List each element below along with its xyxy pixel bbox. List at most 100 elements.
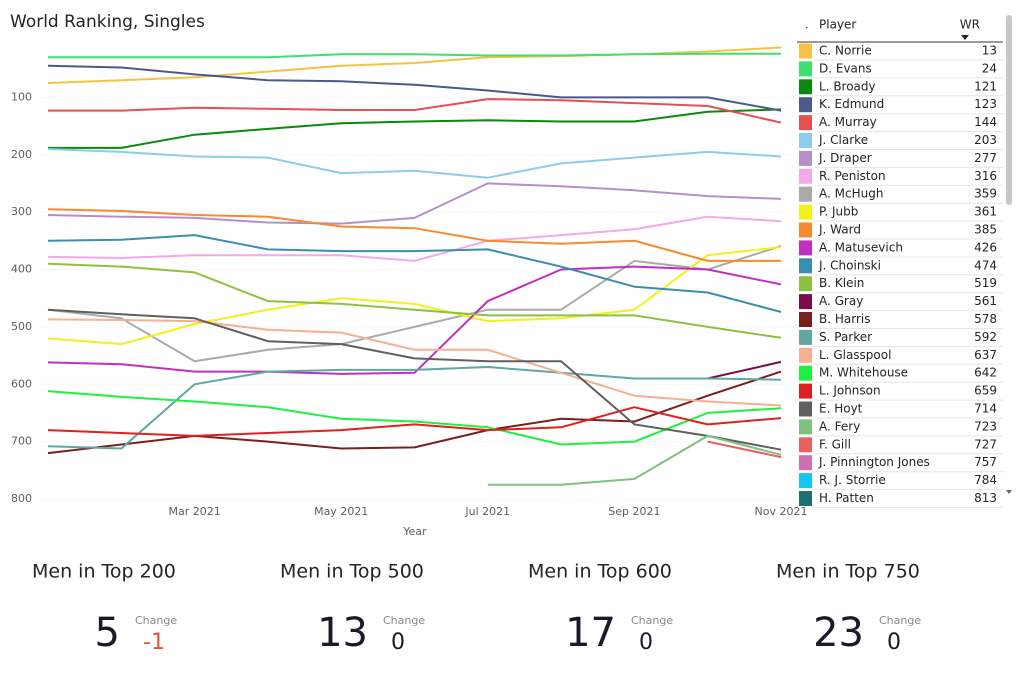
color-swatch bbox=[799, 276, 812, 292]
player-name: A. McHugh bbox=[819, 187, 883, 201]
color-swatch bbox=[799, 204, 812, 220]
color-swatch bbox=[799, 222, 812, 238]
world-rank: 123 bbox=[974, 97, 997, 111]
world-rank: 24 bbox=[982, 61, 997, 75]
color-swatch bbox=[799, 312, 812, 327]
color-swatch bbox=[799, 455, 812, 471]
color-swatch bbox=[799, 383, 812, 399]
series-line bbox=[47, 265, 782, 375]
player-name: R. Peniston bbox=[819, 169, 886, 183]
change-label: Change bbox=[879, 614, 921, 627]
y-tick-label: 300 bbox=[11, 205, 32, 218]
scroll-arrow[interactable] bbox=[1006, 490, 1012, 494]
series-line bbox=[487, 434, 782, 486]
world-rank: 592 bbox=[974, 330, 997, 344]
player-name: A. Murray bbox=[819, 115, 877, 129]
world-rank: 359 bbox=[974, 187, 997, 201]
player-name: K. Edmund bbox=[819, 97, 884, 111]
card-title: Men in Top 500 bbox=[280, 561, 424, 583]
change-value: 0 bbox=[887, 630, 901, 655]
table-header: WR bbox=[960, 18, 980, 32]
player-name: H. Patten bbox=[819, 491, 874, 505]
series-line bbox=[707, 440, 782, 459]
series-line bbox=[47, 148, 782, 179]
world-rank: 316 bbox=[974, 169, 997, 183]
x-tick-label: Mar 2021 bbox=[168, 505, 220, 518]
color-swatch bbox=[799, 365, 812, 381]
color-swatch bbox=[799, 168, 812, 184]
change-label: Change bbox=[383, 614, 425, 627]
x-tick-label: May 2021 bbox=[314, 505, 368, 518]
world-rank: 578 bbox=[974, 312, 997, 326]
world-rank: 426 bbox=[974, 240, 997, 254]
series-line bbox=[47, 234, 782, 313]
world-rank: 144 bbox=[974, 115, 997, 129]
y-tick-label: 500 bbox=[11, 320, 32, 333]
player-name: L. Johnson bbox=[819, 384, 881, 398]
change-label: Change bbox=[135, 614, 177, 627]
series-line bbox=[47, 390, 782, 446]
color-swatch bbox=[799, 43, 812, 59]
series-line bbox=[48, 108, 782, 149]
series-line bbox=[47, 215, 782, 262]
chart-title: World Ranking, Singles bbox=[10, 12, 205, 32]
series-line bbox=[47, 406, 782, 437]
change-label: Change bbox=[631, 614, 673, 627]
player-name: A. Matusevich bbox=[819, 240, 903, 254]
player-name: L. Broady bbox=[819, 79, 876, 93]
card-title: Men in Top 750 bbox=[776, 561, 920, 583]
scrollbar[interactable] bbox=[1006, 15, 1012, 205]
series-line bbox=[47, 208, 781, 262]
plot-lines bbox=[47, 46, 782, 486]
color-swatch bbox=[799, 401, 812, 417]
world-rank: 385 bbox=[974, 223, 997, 237]
world-rank: 637 bbox=[974, 348, 997, 362]
series-line bbox=[47, 245, 782, 363]
world-rank: 642 bbox=[974, 366, 997, 380]
series-line bbox=[48, 52, 781, 59]
color-swatch bbox=[799, 473, 812, 489]
series-line bbox=[47, 246, 782, 346]
color-swatch bbox=[799, 294, 812, 310]
color-swatch bbox=[799, 186, 812, 202]
color-swatch bbox=[799, 97, 812, 113]
card-value: 17 bbox=[565, 610, 616, 656]
color-swatch bbox=[799, 258, 812, 274]
change-value: 0 bbox=[391, 630, 405, 655]
series-line bbox=[47, 318, 782, 407]
card-value: 13 bbox=[317, 610, 368, 656]
color-swatch bbox=[799, 240, 812, 256]
player-name: R. J. Storrie bbox=[819, 473, 886, 487]
color-swatch bbox=[799, 491, 812, 506]
world-rank: 121 bbox=[974, 79, 997, 93]
sort-arrow bbox=[961, 35, 969, 40]
x-tick-label: Nov 2021 bbox=[755, 505, 808, 518]
player-name: B. Harris bbox=[819, 312, 870, 326]
world-rank: 784 bbox=[974, 473, 997, 487]
player-name: M. Whitehouse bbox=[819, 366, 908, 380]
world-rank: 723 bbox=[974, 419, 997, 433]
color-swatch bbox=[799, 61, 812, 77]
player-name: A. Fery bbox=[819, 419, 860, 433]
player-name: J. Draper bbox=[818, 151, 872, 165]
series-line bbox=[47, 262, 782, 339]
sort-dot: . bbox=[805, 18, 809, 31]
card-value: 23 bbox=[813, 610, 864, 656]
world-rank: 474 bbox=[974, 258, 997, 272]
y-tick-label: 600 bbox=[11, 377, 32, 390]
color-swatch bbox=[799, 150, 812, 166]
world-rank: 659 bbox=[974, 384, 997, 398]
player-name: E. Hoyt bbox=[819, 402, 863, 416]
player-name: J. Clarke bbox=[818, 133, 868, 147]
x-tick-label: Jul 2021 bbox=[464, 505, 510, 518]
color-swatch bbox=[799, 79, 812, 95]
player-name: F. Gill bbox=[819, 437, 851, 451]
world-rank: 813 bbox=[974, 491, 997, 505]
world-rank: 13 bbox=[982, 44, 997, 58]
x-tick-label: Sep 2021 bbox=[608, 505, 660, 518]
player-name: A. Gray bbox=[819, 294, 863, 308]
world-rank: 361 bbox=[974, 205, 997, 219]
player-name: L. Glasspool bbox=[819, 348, 891, 362]
x-axis-title: Year bbox=[402, 525, 427, 538]
